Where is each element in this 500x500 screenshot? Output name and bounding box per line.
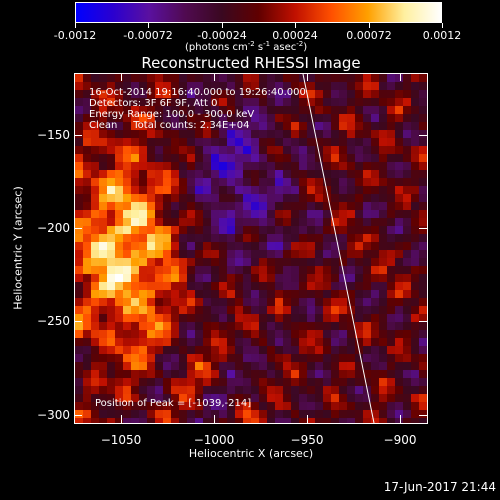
timestamp: 17-Jun-2017 21:44 [383, 480, 496, 494]
y-tick-label: −250 [37, 314, 70, 328]
y-tick [74, 415, 82, 416]
colorbar-tick-label: -0.00072 [123, 29, 173, 42]
heatmap-image [75, 74, 427, 423]
y-tick [419, 415, 427, 416]
x-tick-label: −950 [290, 433, 324, 447]
info-energy-range: Energy Range: 100.0 - 300.0 keV [89, 109, 255, 120]
y-tick-label: −200 [37, 221, 70, 235]
info-total-counts: Clean Total counts: 2.34E+04 [89, 120, 250, 131]
y-tick-label: −150 [37, 128, 70, 142]
x-tick [121, 415, 122, 423]
y-tick [74, 321, 82, 322]
x-axis-label: Heliocentric X (arcsec) [188, 447, 314, 460]
x-tick-label: −1050 [100, 433, 142, 447]
y-tick [74, 135, 82, 136]
colorbar-tick [148, 23, 149, 28]
solar-limb-line [302, 74, 375, 423]
colorbar-tick [442, 23, 443, 28]
y-tick [419, 321, 427, 322]
colorbar-tick-label: 0.00024 [272, 29, 318, 42]
colorbar-tick [75, 23, 76, 28]
image-plot: 16-Oct-2014 19:16:40.000 to 19:26:40.000… [74, 73, 428, 424]
x-tick [214, 415, 215, 423]
x-tick [400, 73, 401, 81]
info-detectors: Detectors: 3F 6F 9F, Att 0 [89, 98, 218, 109]
plot-title: Reconstructed RHESSI Image [141, 54, 361, 72]
y-tick [74, 228, 82, 229]
colorbar-tick-label: -0.0012 [53, 29, 97, 42]
colorbar [75, 2, 442, 23]
y-tick [419, 135, 427, 136]
colorbar-tick [222, 23, 223, 28]
y-axis-label: Heliocentric Y (arcsec) [11, 186, 25, 310]
y-tick-label: −300 [37, 408, 70, 422]
colorbar-tick-label: 0.0012 [422, 29, 462, 42]
x-tick-label: −1000 [193, 433, 235, 447]
x-tick [121, 73, 122, 81]
colorbar-tick-label: -0.00024 [197, 29, 247, 42]
x-tick [307, 415, 308, 423]
colorbar-units: (photons cm-2 s-1 asec-2) [185, 40, 308, 53]
colorbar-tick [295, 23, 296, 28]
x-tick [400, 415, 401, 423]
colorbar-tick [369, 23, 370, 28]
x-tick [214, 73, 215, 81]
x-tick-label: −900 [383, 433, 417, 447]
colorbar-tick-label: 0.00072 [346, 29, 392, 42]
peak-position: Position of Peak = [-1039,-214] [95, 398, 252, 409]
heatmap-cells [75, 74, 427, 423]
x-tick [307, 73, 308, 81]
info-time-range: 16-Oct-2014 19:16:40.000 to 19:26:40.000 [89, 87, 306, 98]
y-tick [419, 228, 427, 229]
